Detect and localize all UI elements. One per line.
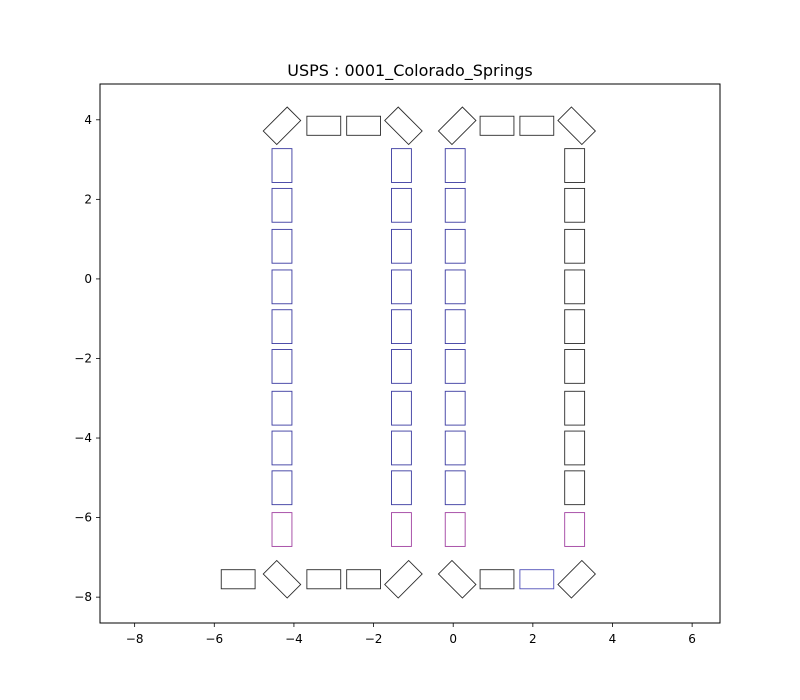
parking-spot-marker — [391, 390, 412, 426]
parking-spot-marker — [444, 148, 466, 183]
x-tick-label: 2 — [529, 632, 537, 646]
y-tick-label: 2 — [84, 192, 92, 206]
parking-spot-marker — [564, 390, 586, 426]
x-tick-label: 4 — [609, 632, 617, 646]
parking-spot-marker — [564, 148, 586, 183]
parking-spot-marker — [557, 559, 597, 599]
parking-spot-marker — [384, 559, 423, 599]
parking-spot-marker — [346, 569, 381, 590]
parking-spot-marker — [564, 309, 586, 344]
parking-spot-marker — [391, 512, 412, 547]
parking-spot-marker — [564, 349, 586, 384]
parking-spot-marker — [271, 470, 293, 506]
parking-spot-marker — [564, 228, 586, 264]
parking-spot-marker — [271, 390, 293, 426]
y-axis: −8 −6 −4 −2 0 2 4 — [74, 113, 100, 604]
parking-spot-marker — [271, 187, 293, 223]
x-tick-label: −4 — [285, 632, 303, 646]
x-tick-label: −8 — [126, 632, 144, 646]
axes-frame — [99, 83, 721, 624]
x-axis: −8 −6 −4 −2 0 2 4 6 — [126, 623, 696, 646]
parking-spot-marker — [391, 187, 412, 223]
parking-spot-marker — [519, 569, 555, 590]
parking-spot-marker — [391, 349, 412, 384]
parking-spot-marker — [271, 148, 293, 183]
parking-spot-marker — [391, 148, 412, 183]
parking-spot-marker — [557, 106, 597, 146]
x-tick-label: 6 — [688, 632, 696, 646]
y-tick-label: −4 — [74, 431, 92, 445]
parking-spot-marker — [437, 106, 477, 146]
parking-spot-marker — [564, 470, 586, 506]
chart-title: USPS : 0001_Colorado_Springs — [287, 61, 532, 81]
parking-spot-marker — [271, 430, 293, 466]
parking-spot-marker — [271, 512, 293, 547]
parking-spot-marker — [479, 569, 515, 590]
parking-spot-marker — [262, 106, 302, 146]
y-tick-label: −6 — [74, 511, 92, 525]
y-tick-label: −2 — [74, 351, 92, 365]
parking-spot-marker — [220, 569, 256, 590]
parking-spot-marker — [444, 512, 466, 547]
x-tick-label: 0 — [449, 632, 457, 646]
parking-spot-marker — [271, 228, 293, 264]
parking-spot-marker — [346, 115, 381, 136]
y-tick-label: 4 — [84, 113, 92, 127]
x-tick-label: −6 — [205, 632, 223, 646]
parking-spot-marker — [306, 569, 342, 590]
y-tick-label: 0 — [84, 272, 92, 286]
parking-spot-marker — [519, 115, 555, 136]
parking-spot-marker — [384, 106, 423, 146]
parking-spot-marker — [444, 470, 466, 506]
parking-spot-marker — [564, 187, 586, 223]
parking-spot-marker — [479, 115, 515, 136]
parking-spot-marker — [437, 559, 477, 599]
parking-spot-marker — [444, 269, 466, 305]
parking-spot-marker — [391, 269, 412, 305]
parking-spot-marker — [444, 349, 466, 384]
plot-area — [220, 106, 597, 599]
parking-spot-marker — [564, 512, 586, 547]
parking-spot-marker — [444, 228, 466, 264]
parking-spot-marker — [391, 309, 412, 344]
y-tick-label: −8 — [74, 590, 92, 604]
parking-spot-marker — [564, 269, 586, 305]
parking-spot-marker — [262, 559, 302, 599]
parking-spot-marker — [564, 430, 586, 466]
parking-spot-marker — [306, 115, 342, 136]
parking-spot-marker — [444, 187, 466, 223]
parking-spot-marker — [444, 430, 466, 466]
parking-spot-marker — [391, 228, 412, 264]
parking-spot-marker — [391, 430, 412, 466]
parking-spot-marker — [444, 309, 466, 344]
x-tick-label: −2 — [365, 632, 383, 646]
parking-spot-marker — [271, 349, 293, 384]
parking-spot-marker — [444, 390, 466, 426]
parking-spot-marker — [271, 269, 293, 305]
parking-spot-marker — [391, 470, 412, 506]
parking-spot-marker — [271, 309, 293, 344]
